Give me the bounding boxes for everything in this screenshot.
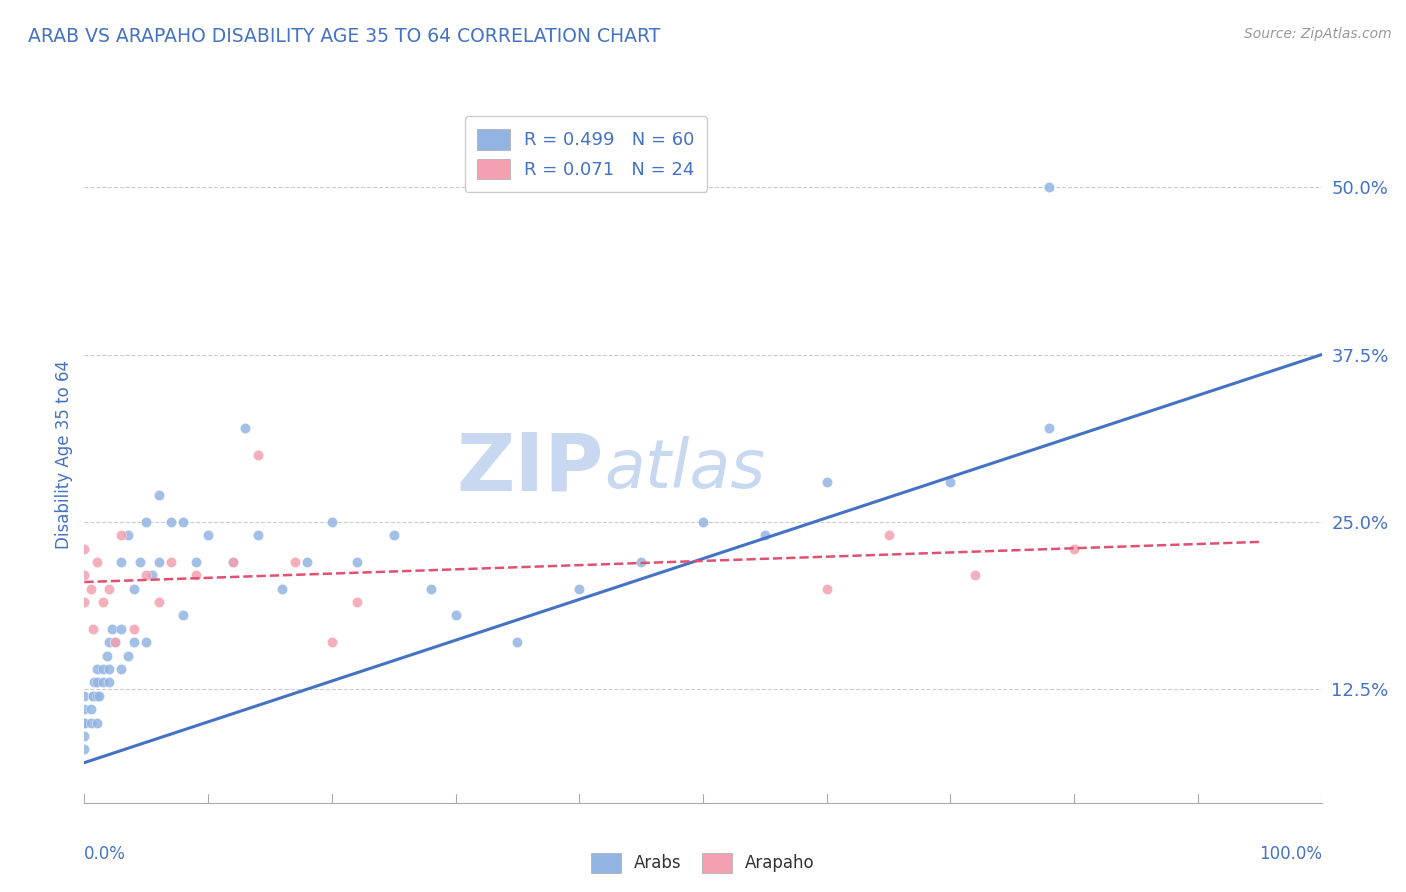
Point	[86, 715, 108, 730]
Point	[965, 568, 987, 582]
Point	[73, 702, 96, 716]
Text: ZIP: ZIP	[457, 430, 605, 508]
Point	[73, 715, 96, 730]
Point	[246, 448, 269, 462]
Point	[98, 635, 121, 649]
Point	[79, 702, 101, 716]
Point	[110, 528, 132, 542]
Point	[184, 555, 207, 569]
Point	[73, 689, 96, 703]
Point	[82, 689, 104, 703]
Point	[86, 689, 108, 703]
Point	[135, 515, 157, 529]
Point	[197, 528, 219, 542]
Point	[110, 622, 132, 636]
Point	[73, 568, 96, 582]
Point	[96, 648, 118, 663]
Point	[73, 729, 96, 743]
Point	[184, 568, 207, 582]
Point	[148, 555, 170, 569]
Point	[117, 648, 139, 663]
Point	[939, 475, 962, 489]
Point	[1038, 180, 1060, 194]
Point	[98, 662, 121, 676]
Text: Source: ZipAtlas.com: Source: ZipAtlas.com	[1244, 27, 1392, 41]
Point	[568, 582, 591, 596]
Point	[86, 662, 108, 676]
Point	[100, 622, 122, 636]
Point	[135, 635, 157, 649]
Point	[98, 675, 121, 690]
Point	[86, 675, 108, 690]
Legend: R = 0.499   N = 60, R = 0.071   N = 24: R = 0.499 N = 60, R = 0.071 N = 24	[464, 116, 707, 192]
Point	[73, 541, 96, 556]
Point	[321, 515, 343, 529]
Point	[246, 528, 269, 542]
Point	[79, 715, 101, 730]
Point	[172, 515, 194, 529]
Point	[877, 528, 900, 542]
Point	[135, 568, 157, 582]
Point	[321, 635, 343, 649]
Point	[271, 582, 294, 596]
Point	[122, 582, 145, 596]
Point	[222, 555, 245, 569]
Point	[89, 689, 111, 703]
Point	[692, 515, 714, 529]
Point	[382, 528, 405, 542]
Text: 0.0%: 0.0%	[84, 845, 127, 863]
Point	[86, 555, 108, 569]
Point	[148, 488, 170, 502]
Point	[91, 595, 114, 609]
Point	[79, 582, 101, 596]
Point	[160, 555, 183, 569]
Point	[233, 421, 256, 435]
Point	[98, 582, 121, 596]
Legend: Arabs, Arapaho: Arabs, Arapaho	[585, 847, 821, 880]
Point	[815, 582, 838, 596]
Point	[82, 622, 104, 636]
Point	[110, 662, 132, 676]
Point	[141, 568, 163, 582]
Text: atlas: atlas	[605, 436, 765, 502]
Point	[117, 528, 139, 542]
Point	[104, 635, 127, 649]
Y-axis label: Disability Age 35 to 64: Disability Age 35 to 64	[55, 360, 73, 549]
Point	[122, 635, 145, 649]
Point	[284, 555, 307, 569]
Text: ARAB VS ARAPAHO DISABILITY AGE 35 TO 64 CORRELATION CHART: ARAB VS ARAPAHO DISABILITY AGE 35 TO 64 …	[28, 27, 661, 45]
Point	[815, 475, 838, 489]
Point	[172, 608, 194, 623]
Point	[110, 555, 132, 569]
Point	[630, 555, 652, 569]
Point	[83, 675, 105, 690]
Point	[129, 555, 152, 569]
Point	[160, 515, 183, 529]
Point	[73, 715, 96, 730]
Point	[73, 595, 96, 609]
Point	[104, 635, 127, 649]
Point	[91, 675, 114, 690]
Point	[1038, 421, 1060, 435]
Point	[122, 622, 145, 636]
Point	[82, 689, 104, 703]
Point	[222, 555, 245, 569]
Point	[506, 635, 529, 649]
Point	[91, 662, 114, 676]
Text: 100.0%: 100.0%	[1258, 845, 1322, 863]
Point	[73, 742, 96, 756]
Point	[444, 608, 467, 623]
Point	[1063, 541, 1085, 556]
Point	[148, 595, 170, 609]
Point	[754, 528, 776, 542]
Point	[419, 582, 441, 596]
Point	[346, 555, 368, 569]
Point	[295, 555, 318, 569]
Point	[346, 595, 368, 609]
